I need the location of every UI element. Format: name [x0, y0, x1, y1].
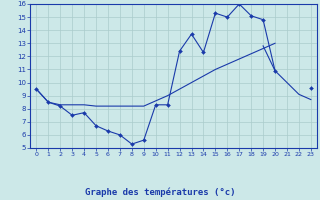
Text: Graphe des températures (°c): Graphe des températures (°c) — [85, 187, 235, 197]
